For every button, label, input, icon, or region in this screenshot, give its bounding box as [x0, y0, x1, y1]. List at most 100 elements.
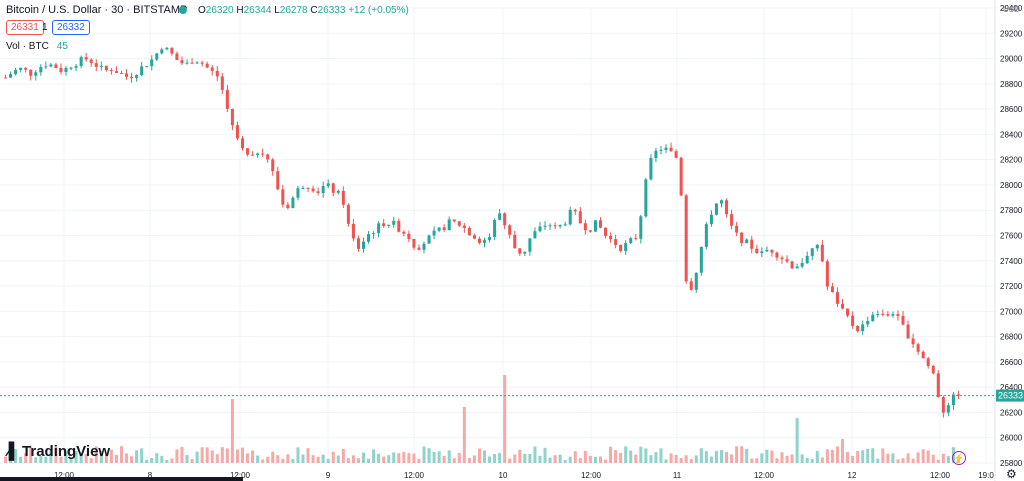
volume-bar	[130, 456, 134, 463]
candle-body	[780, 257, 784, 260]
volume-bar	[316, 456, 320, 463]
candle-body	[99, 65, 103, 67]
x-tick-label: 12	[848, 471, 857, 480]
volume-bar	[846, 451, 850, 463]
candle-body	[407, 233, 411, 239]
candle-body	[719, 200, 724, 204]
candle-body	[412, 238, 416, 248]
volume-bar	[109, 449, 113, 463]
volume-bar	[195, 451, 199, 463]
volume-bar	[99, 451, 103, 463]
volume-bar	[548, 457, 552, 463]
volume-bar	[24, 453, 28, 463]
y-tick-label: 27000	[1000, 307, 1023, 316]
candle-body	[901, 315, 905, 325]
y-tick-label: 29000	[1000, 55, 1023, 64]
buy-button[interactable]: 26332	[52, 20, 90, 35]
candle-body	[820, 244, 824, 262]
candle-body	[483, 240, 487, 243]
volume-bar	[614, 450, 618, 463]
candle-body	[321, 186, 325, 193]
volume-bar	[372, 449, 376, 463]
volume-bar	[578, 458, 582, 463]
candle-body	[518, 248, 522, 254]
candle-body	[674, 151, 678, 158]
volume-bar	[235, 449, 239, 463]
candle-body	[19, 67, 23, 70]
volume-bar	[624, 446, 628, 463]
candle-body	[306, 187, 310, 189]
volume-bar	[39, 456, 43, 463]
candle-body	[684, 195, 688, 282]
scrollbar[interactable]	[0, 477, 243, 481]
y-tick-label: 28400	[1000, 130, 1023, 139]
candle-body	[49, 64, 53, 67]
candle-body	[422, 243, 426, 250]
candle-body	[689, 281, 693, 290]
volume-legend[interactable]: Vol · BTC 45	[6, 41, 68, 52]
y-tick-label: 29400	[1000, 4, 1023, 13]
candle-body	[452, 219, 456, 222]
volume-bar	[140, 448, 144, 463]
volume-bar	[518, 449, 522, 463]
candle-body	[699, 246, 703, 273]
candle-body	[825, 261, 829, 287]
volume-bar	[760, 453, 764, 463]
volume-bar	[135, 450, 139, 463]
volume-bar	[553, 455, 557, 463]
volume-bar	[795, 418, 799, 463]
candle-body	[770, 249, 774, 253]
candle-body	[609, 235, 613, 240]
gear-icon[interactable]: ⚙	[1006, 467, 1017, 481]
candle-body	[523, 251, 527, 254]
candle-body	[891, 314, 895, 316]
volume-bar	[730, 454, 734, 463]
candle-body	[235, 125, 239, 139]
candle-body	[447, 219, 451, 230]
volume-bar	[634, 454, 638, 463]
volume-bar	[336, 455, 340, 463]
volume-bar	[664, 459, 668, 463]
candle-body	[84, 57, 88, 60]
volume-bar	[412, 453, 416, 463]
volume-bar	[593, 456, 597, 463]
candle-body	[740, 232, 744, 244]
volume-bar	[114, 454, 118, 463]
candle-body	[437, 227, 441, 231]
volume-bar	[407, 453, 411, 463]
candle-body	[372, 233, 376, 235]
volume-bar	[861, 450, 865, 463]
volume-bar	[356, 458, 360, 463]
candle-body	[170, 47, 174, 54]
ohlc-readout: O26320 H26344 L26278 C26333 +12 (+0.05%)	[198, 5, 409, 16]
volume-bar	[805, 457, 809, 463]
volume-bar	[750, 458, 754, 463]
candle-body	[765, 249, 769, 252]
volume-bar	[790, 454, 794, 463]
lightning-icon[interactable]: ⚡	[952, 451, 966, 465]
volume-bar	[659, 448, 663, 463]
volume-bar	[503, 375, 507, 463]
volume-bar	[543, 447, 547, 463]
symbol-title[interactable]: Bitcoin / U.S. Dollar · 30 · BITSTAMP	[6, 4, 188, 16]
volume-bar	[483, 450, 487, 463]
volume-bar	[301, 454, 305, 463]
volume-bar	[815, 451, 819, 463]
candle-body	[462, 225, 466, 228]
candle-body	[619, 244, 623, 252]
candle-body	[301, 187, 305, 189]
candle-body	[790, 261, 794, 269]
volume-bar	[326, 458, 330, 463]
volume-bar	[246, 453, 250, 463]
y-tick-label: 27200	[1000, 282, 1023, 291]
candle-body	[361, 241, 366, 249]
volume-bar	[175, 449, 179, 463]
volume-bar	[145, 459, 149, 463]
candle-body	[24, 67, 28, 70]
volume-bar	[341, 448, 345, 463]
candle-body	[735, 225, 739, 233]
volume-bar	[941, 453, 945, 463]
sell-button[interactable]: 26331	[6, 20, 44, 35]
volume-bar	[351, 455, 355, 463]
